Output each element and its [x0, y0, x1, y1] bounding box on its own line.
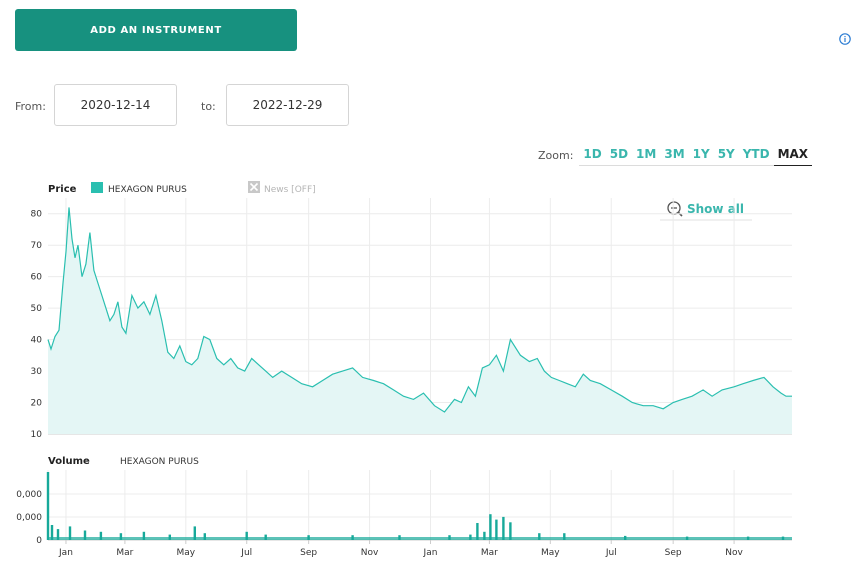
to-label: to:	[201, 100, 216, 113]
y-tick-label: 10	[31, 430, 43, 440]
zoom-label: Zoom:	[538, 149, 574, 162]
zoom-1m-button[interactable]: 1M	[632, 147, 661, 166]
x-tick-label: Jan	[58, 548, 73, 558]
volume-bar	[203, 533, 206, 540]
y-tick-label: 80	[31, 210, 43, 220]
volume-bar	[448, 535, 451, 540]
volume-bar	[56, 529, 60, 540]
volume-y-tick-label: 0,000	[16, 513, 42, 523]
zoom-5d-button[interactable]: 5D	[605, 147, 633, 166]
zoom-1y-button[interactable]: 1Y	[688, 147, 714, 166]
volume-bar	[68, 526, 72, 540]
checkbox-x-icon[interactable]	[248, 181, 260, 193]
volume-bar	[495, 519, 498, 540]
show-all-label: Show all	[687, 202, 744, 216]
legend-swatch-hexagon	[91, 182, 103, 193]
volume-bar	[624, 535, 627, 540]
legend-news-off[interactable]: News [OFF]	[264, 185, 316, 195]
volume-y-tick-label: 0	[36, 536, 42, 546]
volume-bar	[142, 531, 146, 540]
x-tick-label: Mar	[481, 548, 498, 558]
zoom-out-icon	[667, 201, 683, 217]
x-tick-label: Sep	[300, 548, 317, 558]
volume-bar	[398, 535, 401, 540]
volume-bar	[563, 533, 566, 540]
legend-hexagon-purus[interactable]: HEXAGON PURUS	[108, 185, 187, 195]
volume-panel-title: Volume	[48, 456, 90, 467]
x-tick-label: Nov	[361, 548, 379, 558]
y-tick-label: 20	[31, 399, 43, 409]
x-tick-label: Jul	[605, 548, 617, 558]
volume-bar	[264, 534, 267, 540]
volume-bar	[483, 531, 486, 540]
volume-bar	[245, 531, 248, 540]
show-all-button[interactable]: Show all	[660, 201, 752, 221]
from-date-input[interactable]: 2020-12-14	[54, 84, 177, 126]
volume-bar	[502, 516, 505, 540]
x-tick-label: May	[177, 548, 196, 558]
volume-bar	[685, 536, 689, 540]
y-tick-label: 70	[31, 241, 43, 251]
zoom-5y-button[interactable]: 5Y	[713, 147, 739, 166]
x-tick-label: Mar	[116, 548, 133, 558]
y-tick-label: 60	[31, 273, 43, 283]
volume-bar	[538, 533, 541, 540]
volume-bar	[83, 530, 87, 540]
y-tick-label: 50	[31, 304, 43, 314]
x-tick-label: Jan	[423, 548, 438, 558]
x-tick-label: Nov	[725, 548, 743, 558]
y-tick-label: 40	[31, 336, 43, 346]
add-instrument-button[interactable]: ADD AN INSTRUMENT	[15, 9, 297, 51]
volume-bar	[119, 533, 123, 540]
volume-bar	[351, 535, 354, 540]
price-area-fill	[48, 207, 792, 434]
volume-bar	[46, 472, 50, 540]
volume-bar	[781, 536, 785, 540]
info-icon[interactable]	[839, 33, 851, 45]
volume-bar	[50, 525, 54, 540]
price-series-line	[47, 207, 792, 413]
x-tick-label: Jul	[240, 548, 252, 558]
volume-bar	[469, 534, 472, 540]
y-tick-label: 30	[31, 367, 43, 377]
x-tick-label: May	[541, 548, 560, 558]
price-panel-title: Price	[48, 184, 77, 195]
volume-legend-hexagon: HEXAGON PURUS	[120, 457, 199, 467]
volume-bar	[307, 535, 310, 540]
volume-y-tick-label: 0,000	[16, 490, 42, 500]
from-label: From:	[15, 100, 46, 113]
zoom-ytd-button[interactable]: YTD	[738, 147, 774, 166]
volume-bar	[509, 522, 512, 540]
to-date-input[interactable]: 2022-12-29	[226, 84, 349, 126]
volume-bar	[99, 531, 103, 540]
volume-bar	[746, 536, 750, 540]
volume-baseline-band	[48, 537, 792, 540]
zoom-3m-button[interactable]: 3M	[660, 147, 689, 166]
zoom-selector: Zoom: 1D 5D 1M 3M 1Y 5Y YTD MAX	[538, 147, 813, 166]
volume-bar	[489, 514, 492, 540]
volume-bar	[193, 526, 196, 540]
volume-bar	[168, 534, 171, 540]
volume-bar	[476, 523, 479, 540]
zoom-1d-button[interactable]: 1D	[579, 147, 606, 166]
x-tick-label: Sep	[665, 548, 682, 558]
zoom-max-button[interactable]: MAX	[773, 147, 813, 166]
